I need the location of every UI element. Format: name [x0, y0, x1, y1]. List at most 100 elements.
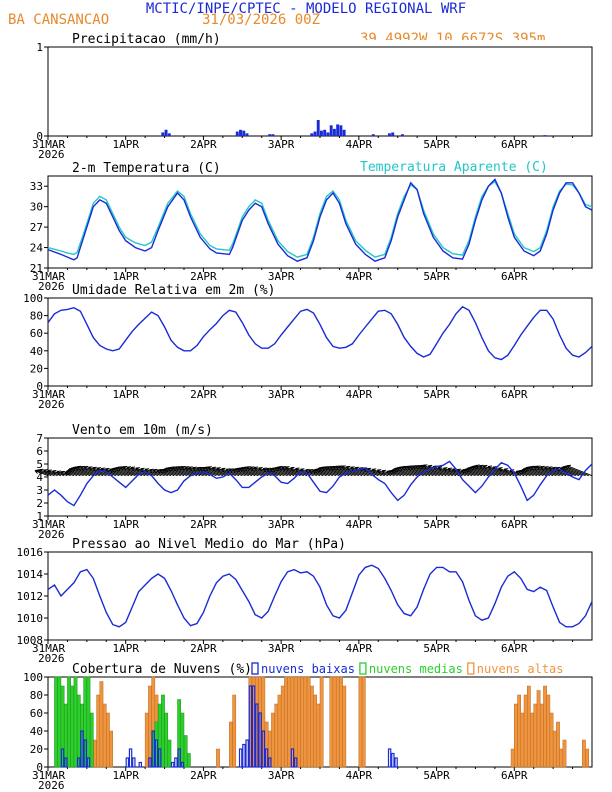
wind-vector-head [109, 468, 113, 473]
wind-vector-head [80, 466, 84, 471]
wind-ylabel: 5 [36, 458, 43, 471]
wind-vector-head [262, 468, 267, 472]
wind-vector [140, 468, 159, 477]
wind-ylabel: 6 [36, 445, 43, 458]
cloud-mid-bar [76, 694, 81, 768]
cloud-low-bar [251, 685, 256, 768]
wind-vector-head [447, 468, 451, 473]
wind-vector-head [269, 468, 274, 473]
precip-bar [336, 124, 340, 136]
wind-vector-head [184, 466, 189, 471]
header-text: MCTIC/INPE/CPTEC - MODELO REGIONAL WRF B… [8, 1, 545, 40]
clouds-xlabel: 6APR [501, 769, 528, 782]
wind-vector-head [396, 467, 401, 472]
wind-vector-head [271, 467, 276, 472]
wind-vector-head [234, 468, 238, 473]
wind-vector-head [165, 467, 169, 472]
wind-vector-head [471, 466, 475, 470]
cloud-high-bar [277, 694, 282, 768]
clouds-xlabel: 2APR [190, 769, 217, 782]
rh-xlabel: 2APR [190, 388, 217, 401]
rh-xlabel: 31MAR [32, 388, 65, 401]
wind-vector-head [221, 468, 225, 473]
precip-xlabel: 3APR [268, 138, 295, 151]
temp-series-line [47, 180, 593, 258]
temp-xlabel: 31MAR [32, 270, 65, 283]
cloud-high-bar [271, 712, 275, 768]
wind-vector-head [415, 465, 419, 470]
wind-vector-head [295, 468, 299, 472]
cloud-low-bar [268, 757, 272, 768]
wind-vector-head [111, 468, 115, 473]
wind-vector [324, 466, 347, 477]
cloud-high-bar [342, 685, 347, 768]
wind-vector-head [498, 467, 502, 472]
wind-vector [199, 467, 220, 477]
cloud-high-bar [306, 676, 311, 768]
wind-vector-head [246, 466, 250, 471]
cloud-mid-bar [167, 739, 172, 768]
clouds-xlabel: 5APR [423, 769, 450, 782]
wind-vector-head [308, 469, 312, 474]
wind-vector-head [319, 467, 323, 472]
rh-xlabel: 1APR [112, 388, 139, 401]
wind-vector [126, 466, 149, 477]
cloud-high-bar [539, 703, 544, 768]
wind-vector [258, 467, 279, 477]
cloud-high-bar [300, 676, 305, 768]
cloud-high-bar [287, 676, 292, 768]
wind-vector-head [469, 466, 474, 471]
cloud-low-bar [238, 748, 243, 768]
wind-vector-head [398, 466, 403, 471]
cloud-high-bar [144, 712, 149, 768]
wind-vector-head [274, 467, 278, 472]
precip-bar [313, 131, 317, 136]
clouds-xlabel: 3APR [268, 769, 295, 782]
precip-bar [388, 133, 391, 136]
wind-vector-head [482, 465, 487, 470]
wind-vector-head [43, 469, 47, 474]
precip-xlabel: 31MAR [32, 138, 65, 151]
wind-vector [350, 466, 372, 477]
wind-vector-head [540, 466, 544, 471]
cloud-mid-bar [161, 694, 165, 768]
clouds-ylabel: 60 [30, 707, 43, 720]
precip-bar [326, 132, 330, 136]
pressure-series-line [47, 564, 593, 628]
temp-xlabel: 1APR [112, 270, 139, 283]
cloud-low-bar [261, 730, 266, 768]
wind-vector [423, 464, 450, 477]
wind-vector [475, 465, 502, 477]
wind-vector-head [239, 467, 243, 472]
wind-vector [461, 469, 476, 477]
cloud-legend-swatch [467, 662, 475, 675]
cloud-low-bar [77, 757, 81, 768]
clouds-ylabel: 80 [30, 689, 43, 702]
wind-vector-head [225, 468, 230, 473]
cloud-high-bar [520, 712, 525, 768]
wind-vector-head [202, 467, 206, 472]
wind-vector-head [156, 469, 160, 474]
wind-vector-head [386, 470, 390, 475]
wind-vector [300, 468, 317, 477]
cloud-low-bar [151, 730, 155, 768]
cloud-legend-swatch [359, 662, 367, 675]
wind-vector-head [418, 465, 422, 470]
pressure-xlabel: 4APR [346, 642, 373, 655]
wind-vector-head [562, 466, 566, 471]
cloud-high-bar [303, 676, 308, 768]
precip-xlabel: 1APR [112, 138, 139, 151]
temp-xyear: 2026 [38, 280, 65, 293]
precip-bar [391, 132, 395, 136]
wind-vector-head [281, 466, 285, 471]
wind-xlabel: 31MAR [32, 518, 65, 531]
cloud-mid-bar [180, 712, 185, 768]
wind-vector [305, 469, 321, 477]
cloud-low-bar [255, 703, 259, 768]
precip-ylabel: 0 [36, 130, 43, 143]
cloud-high-bar [280, 685, 285, 768]
wind-vector [487, 466, 512, 477]
wind-vector-head [204, 467, 209, 471]
rh-xlabel: 4APR [346, 388, 373, 401]
run-label: 31/03/2026 00Z [202, 12, 320, 28]
